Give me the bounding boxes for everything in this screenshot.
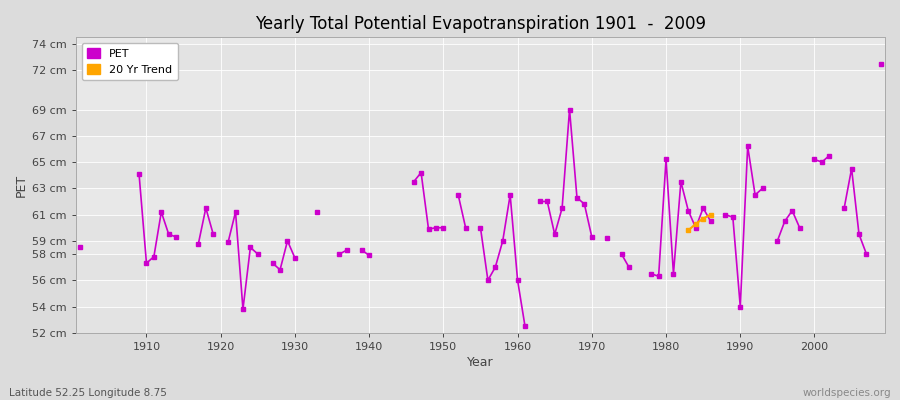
- Bar: [76, 162, 885, 188]
- Bar: [76, 110, 885, 136]
- Text: Latitude 52.25 Longitude 8.75: Latitude 52.25 Longitude 8.75: [9, 388, 166, 398]
- Y-axis label: PET: PET: [15, 174, 28, 197]
- Title: Yearly Total Potential Evapotranspiration 1901  -  2009: Yearly Total Potential Evapotranspiratio…: [255, 15, 706, 33]
- Bar: [76, 44, 885, 70]
- Bar: [76, 215, 885, 241]
- Bar: [76, 306, 885, 333]
- Legend: PET, 20 Yr Trend: PET, 20 Yr Trend: [82, 43, 178, 80]
- Text: worldspecies.org: worldspecies.org: [803, 388, 891, 398]
- X-axis label: Year: Year: [467, 356, 494, 369]
- Bar: [76, 254, 885, 280]
